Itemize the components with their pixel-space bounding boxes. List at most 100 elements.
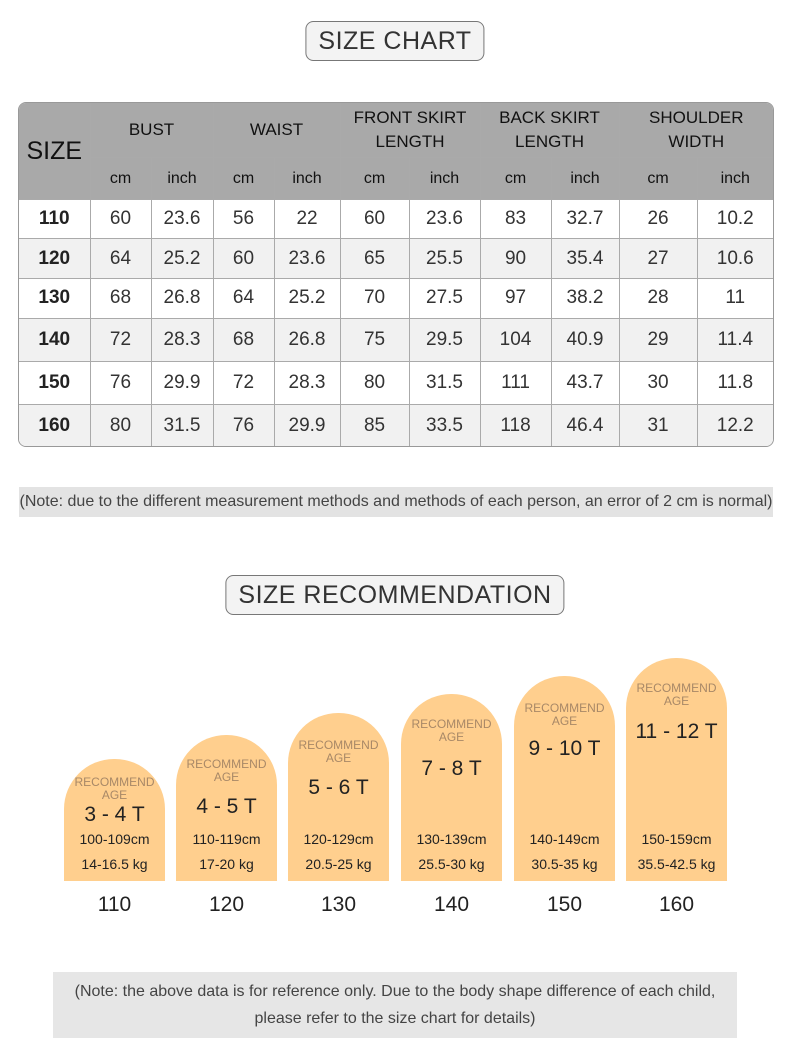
table-cell: 26.8	[273, 318, 341, 362]
table-cell: 72	[212, 360, 275, 406]
table-cell: 30	[618, 360, 698, 406]
unit-inch-header: inch	[150, 157, 214, 200]
table-cell: 11.8	[696, 360, 773, 406]
table-cell: 60	[89, 198, 152, 240]
card-size-label: 130	[320, 893, 357, 916]
recommend-label-line-1: RECOMMEND	[74, 775, 155, 789]
size-cell: 120	[19, 238, 91, 279]
front-skirt-length-header: FRONT SKIRT LENGTH	[339, 103, 481, 158]
recommend-age-label: RECOMMEND AGE	[401, 718, 502, 744]
unit-cm-header: cm	[339, 157, 410, 200]
measurement-note: (Note: due to the different measurement …	[19, 487, 773, 517]
table-cell: 22	[273, 198, 341, 240]
table-row: 160 80 31.5 76 29.9 85 33.5 118 46.4 31 12.2	[19, 404, 773, 446]
size-chart-table: SIZE BUST WAIST FRONT SKIRT LENGTH BACK S…	[19, 103, 773, 446]
weight-range: 20.5-25 kg	[305, 856, 372, 872]
recommend-age-label: RECOMMEND AGE	[176, 758, 277, 784]
recommend-label-line-2: AGE	[213, 770, 240, 784]
table-cell: 56	[212, 198, 275, 240]
unit-inch-header: inch	[408, 157, 481, 200]
table-cell: 23.6	[408, 198, 481, 240]
height-range: 150-159cm	[641, 831, 712, 847]
unit-cm-header: cm	[90, 157, 152, 200]
size-recommendation-title: SIZE RECOMMENDATION	[225, 575, 565, 615]
table-cell: 10.6	[696, 238, 773, 279]
height-range: 130-139cm	[416, 831, 487, 847]
recommend-label-line-2: AGE	[101, 788, 128, 802]
recommend-label-line-1: RECOMMEND	[186, 757, 267, 771]
table-cell: 26	[618, 198, 698, 240]
bust-header: BUST	[89, 103, 214, 158]
table-cell: 25.2	[150, 238, 214, 279]
unit-cm-header: cm	[479, 157, 552, 200]
recommend-card: RECOMMEND AGE 9 - 10 T 140-149cm 30.5-35 kg	[514, 676, 615, 881]
height-range: 120-129cm	[303, 831, 374, 847]
height-range: 110-119cm	[192, 831, 261, 847]
weight-range: 17-20 kg	[199, 856, 254, 872]
table-cell: 38.2	[550, 277, 620, 320]
table-row: 140 72 28.3 68 26.8 75 29.5 104 40.9 29 11.4	[19, 318, 773, 362]
table-cell: 11.4	[696, 318, 773, 362]
table-cell: 64	[89, 238, 152, 279]
height-range: 100-109cm	[79, 831, 150, 847]
table-cell: 29	[618, 318, 698, 362]
size-cell: 150	[19, 360, 91, 406]
table-row: 130 68 26.8 64 25.2 70 27.5 97 38.2 28 11	[19, 277, 773, 320]
reference-note-line-1: (Note: the above data is for reference o…	[74, 983, 716, 1000]
table-cell: 28.3	[150, 318, 214, 362]
table-cell: 83	[479, 198, 552, 240]
recommend-age-label: RECOMMEND AGE	[64, 776, 165, 802]
table-cell: 35.4	[550, 238, 620, 279]
height-range: 140-149cm	[529, 831, 600, 847]
table-cell: 27	[618, 238, 698, 279]
recommend-label-line-2: AGE	[551, 714, 578, 728]
recommend-card: RECOMMEND AGE 4 - 5 T 110-119cm 17-20 kg	[176, 735, 277, 881]
table-cell: 12.2	[696, 404, 773, 446]
table-cell: 40.9	[550, 318, 620, 362]
table-cell: 29.9	[150, 360, 214, 406]
table-cell: 31	[618, 404, 698, 446]
recommend-label-line-1: RECOMMEND	[411, 717, 492, 731]
table-row: 120 64 25.2 60 23.6 65 25.5 90 35.4 27 10.6	[19, 238, 773, 279]
unit-cm-header: cm	[212, 157, 275, 200]
table-cell: 28	[618, 277, 698, 320]
table-cell: 23.6	[273, 238, 341, 279]
recommend-age-label: RECOMMEND AGE	[288, 739, 389, 765]
unit-cm-header: cm	[618, 157, 698, 200]
back-skirt-length-header: BACK SKIRT LENGTH	[479, 103, 620, 158]
table-cell: 76	[212, 404, 275, 446]
table-cell: 68	[212, 318, 275, 362]
age-range: 3 - 4 T	[84, 803, 145, 826]
recommend-label-line-1: RECOMMEND	[524, 701, 605, 715]
table-cell: 111	[479, 360, 552, 406]
table-cell: 29.5	[408, 318, 481, 362]
recommend-label-line-1: RECOMMEND	[636, 681, 717, 695]
age-range: 4 - 5 T	[196, 795, 257, 818]
reference-note-line-2: please refer to the size chart for detai…	[254, 1010, 536, 1027]
size-cell: 140	[19, 318, 91, 362]
table-cell: 28.3	[273, 360, 341, 406]
weight-range: 30.5-35 kg	[531, 856, 598, 872]
table-cell: 68	[89, 277, 152, 320]
table-cell: 29.9	[273, 404, 341, 446]
table-cell: 32.7	[550, 198, 620, 240]
table-cell: 25.5	[408, 238, 481, 279]
age-range: 9 - 10 T	[528, 737, 601, 760]
table-cell: 97	[479, 277, 552, 320]
table-cell: 43.7	[550, 360, 620, 406]
table-cell: 11	[696, 277, 773, 320]
table-row: 110 60 23.6 56 22 60 23.6 83 32.7 26 10.2	[19, 198, 773, 240]
table-cell: 60	[212, 238, 275, 279]
table-cell: 33.5	[408, 404, 481, 446]
waist-header: WAIST	[212, 103, 341, 158]
unit-inch-header: inch	[273, 157, 341, 200]
table-cell: 104	[479, 318, 552, 362]
recommend-card: RECOMMEND AGE 5 - 6 T 120-129cm 20.5-25 kg	[288, 713, 389, 881]
table-cell: 25.2	[273, 277, 341, 320]
table-cell: 64	[212, 277, 275, 320]
reference-note: (Note: the above data is for reference o…	[53, 972, 737, 1038]
table-cell: 80	[339, 360, 410, 406]
table-cell: 23.6	[150, 198, 214, 240]
recommend-label-line-2: AGE	[438, 730, 465, 744]
table-row: 150 76 29.9 72 28.3 80 31.5 111 43.7 30 11.8	[19, 360, 773, 406]
